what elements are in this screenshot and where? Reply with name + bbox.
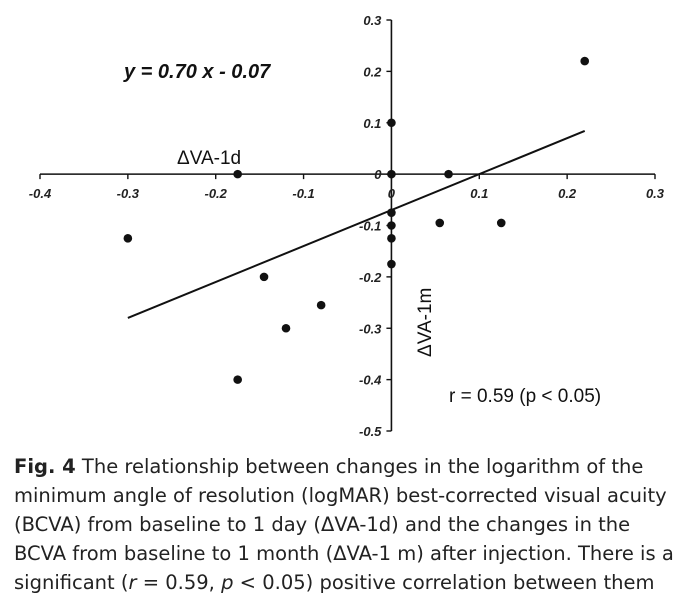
y-tick-label: -0.1	[359, 219, 381, 234]
caption-text-1: The relationship between changes in the …	[14, 455, 674, 594]
y-axis-label: ΔVA-1m	[415, 288, 436, 357]
data-point	[444, 169, 453, 179]
data-point	[580, 56, 590, 66]
data-point	[233, 375, 242, 384]
tick-labels: -0.4 -0.3 -0.2 -0.1 0 0.1 0.2 0.3 0.3 0.2 0.1 0 -0.1…	[29, 13, 665, 439]
y-tick-label: -0.5	[359, 424, 382, 439]
y-tick-label: 0.1	[363, 116, 381, 131]
y-tick-label: -0.3	[359, 321, 382, 336]
data-points	[123, 56, 590, 384]
data-point	[387, 169, 396, 179]
x-tick-label: -0.2	[205, 186, 228, 201]
data-point	[387, 234, 396, 243]
scatter-chart: -0.4 -0.3 -0.2 -0.1 0 0.1 0.2 0.3 0.3 0.2 0.1 0 -0.1…	[29, 13, 665, 439]
data-point	[387, 221, 396, 230]
regression-line-group	[127, 130, 586, 319]
x-tick-label: 0	[388, 186, 396, 201]
y-tick-label: 0.3	[363, 13, 382, 28]
figure-caption: Fig. 4 The relationship between changes …	[14, 452, 686, 597]
data-point	[496, 218, 506, 228]
caption-text-2: = 0.59,	[136, 571, 222, 594]
data-point	[387, 259, 396, 269]
caption-r-symbol: r	[128, 571, 137, 594]
regression-equation: y = 0.70 x - 0.07	[123, 61, 271, 83]
x-tick-label: -0.4	[29, 186, 52, 201]
x-axis-label: ΔVA-1d	[177, 148, 241, 169]
x-tick-label: 0.2	[558, 186, 577, 201]
regression-line	[127, 130, 586, 319]
caption-p-symbol: p	[221, 571, 234, 594]
data-point	[259, 272, 269, 282]
x-tick-label: -0.1	[292, 186, 314, 201]
y-tick-label: 0.2	[363, 64, 382, 79]
data-point	[435, 218, 445, 228]
y-tick-label: -0.2	[359, 270, 382, 285]
data-point	[316, 300, 326, 310]
x-tick-label: -0.3	[117, 186, 140, 201]
data-point	[123, 234, 133, 243]
y-tick-label: 0	[374, 167, 382, 182]
caption-text-3: < 0.05) positive correlation between the…	[233, 571, 655, 594]
data-point	[233, 169, 242, 179]
data-point	[387, 118, 396, 128]
x-tick-label: 0.3	[646, 186, 665, 201]
y-tick-label: -0.4	[359, 373, 382, 388]
correlation-stat: r = 0.59 (p < 0.05)	[449, 386, 601, 407]
data-point	[281, 323, 291, 333]
figure-label: Fig. 4	[14, 455, 76, 478]
x-tick-label: 0.1	[470, 186, 488, 201]
